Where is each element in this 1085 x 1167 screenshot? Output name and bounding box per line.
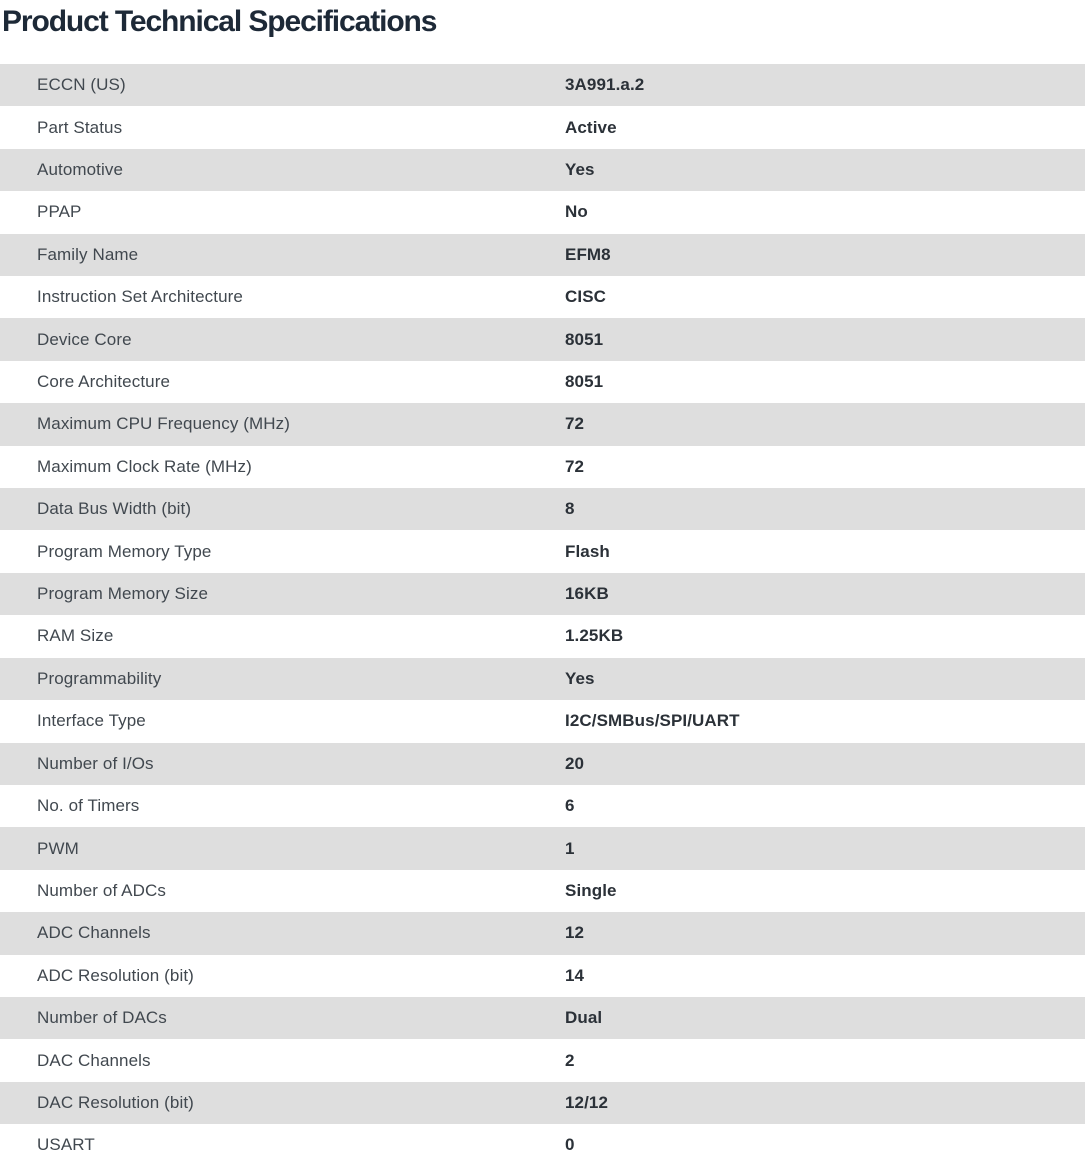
- spec-row: Interface Type I2C/SMBus/SPI/UART: [0, 700, 1085, 743]
- spec-row: RAM Size 1.25KB: [0, 615, 1085, 658]
- spec-value: Flash: [565, 541, 610, 561]
- spec-row: No. of Timers 6: [0, 784, 1085, 828]
- spec-value: 1: [565, 838, 575, 858]
- spec-row: DAC Resolution (bit) 12/12: [0, 1081, 1085, 1125]
- spec-label: Part Status: [37, 117, 123, 137]
- spec-label: PPAP: [37, 202, 82, 222]
- spec-row: DAC Channels 2: [0, 1039, 1085, 1082]
- spec-value: 72: [565, 456, 585, 476]
- spec-value: 1.25KB: [565, 626, 624, 646]
- spec-value: EFM8: [565, 244, 611, 264]
- spec-row: Device Core 8051: [0, 318, 1085, 361]
- spec-value: 8051: [565, 329, 604, 349]
- spec-row: Part Status Active: [0, 106, 1085, 149]
- spec-label: Maximum CPU Frequency (MHz): [37, 414, 291, 434]
- spec-row: Data Bus Width (bit) 8: [0, 488, 1085, 531]
- spec-label: No. of Timers: [37, 796, 140, 816]
- spec-label: Instruction Set Architecture: [37, 287, 243, 307]
- spec-label: Number of DACs: [37, 1008, 167, 1028]
- spec-row: Maximum CPU Frequency (MHz) 72: [0, 403, 1085, 446]
- spec-row: Program Memory Type Flash: [0, 530, 1085, 573]
- spec-value: 12: [565, 923, 585, 943]
- spec-row: Programmability Yes: [0, 657, 1085, 701]
- spec-label: Core Architecture: [37, 372, 171, 392]
- spec-label: RAM Size: [37, 626, 114, 646]
- spec-label: Interface Type: [37, 711, 146, 731]
- spec-label: PWM: [37, 838, 79, 858]
- spec-value: Yes: [565, 160, 595, 180]
- spec-value: Single: [565, 880, 617, 900]
- spec-row: Instruction Set Architecture CISC: [0, 276, 1085, 319]
- spec-label: Programmability: [37, 668, 162, 688]
- spec-row: Automotive Yes: [0, 148, 1085, 192]
- spec-value: 3A991.a.2: [565, 75, 645, 95]
- spec-value: 20: [565, 753, 585, 773]
- spec-value: 2: [565, 1050, 575, 1070]
- spec-label: Device Core: [37, 329, 132, 349]
- spec-value: I2C/SMBus/SPI/UART: [565, 711, 740, 731]
- spec-value: 0: [565, 1135, 575, 1155]
- spec-row: Program Memory Size 16KB: [0, 572, 1085, 616]
- spec-label: Program Memory Type: [37, 541, 212, 561]
- spec-row: Family Name EFM8: [0, 233, 1085, 277]
- product-specifications-table: ECCN (US) 3A991.a.2 Part Status Active A…: [0, 64, 1085, 1167]
- spec-value: No: [565, 202, 588, 222]
- spec-value: Dual: [565, 1008, 603, 1028]
- spec-label: Program Memory Size: [37, 584, 208, 604]
- spec-value: 6: [565, 796, 575, 816]
- spec-label: USART: [37, 1135, 95, 1155]
- spec-label: Number of I/Os: [37, 753, 154, 773]
- spec-row: Number of ADCs Single: [0, 869, 1085, 913]
- spec-label: Number of ADCs: [37, 880, 166, 900]
- spec-value: 16KB: [565, 584, 609, 604]
- spec-value: 72: [565, 414, 585, 434]
- spec-label: Data Bus Width (bit): [37, 499, 192, 519]
- spec-row: Number of I/Os 20: [0, 742, 1085, 785]
- spec-label: ADC Resolution (bit): [37, 965, 194, 985]
- spec-row: ADC Channels 12: [0, 912, 1085, 955]
- spec-label: ECCN (US): [37, 75, 126, 95]
- spec-value: 12/12: [565, 1092, 609, 1112]
- spec-value: 8051: [565, 372, 604, 392]
- spec-label: ADC Channels: [37, 923, 151, 943]
- spec-row: Number of DACs Dual: [0, 996, 1085, 1040]
- spec-label: DAC Resolution (bit): [37, 1092, 194, 1112]
- spec-row: PWM 1: [0, 827, 1085, 870]
- spec-row: USART 0: [0, 1124, 1085, 1167]
- spec-value: 8: [565, 499, 575, 519]
- spec-row: Maximum Clock Rate (MHz) 72: [0, 445, 1085, 489]
- page-title: Product Technical Specifications: [2, 5, 437, 38]
- spec-row: ADC Resolution (bit) 14: [0, 954, 1085, 997]
- spec-row: Core Architecture 8051: [0, 360, 1085, 404]
- spec-value: 14: [565, 965, 585, 985]
- spec-label: DAC Channels: [37, 1050, 151, 1070]
- spec-label: Maximum Clock Rate (MHz): [37, 456, 252, 476]
- spec-label: Automotive: [37, 160, 124, 180]
- spec-label: Family Name: [37, 244, 139, 264]
- spec-row: PPAP No: [0, 191, 1085, 234]
- spec-value: Yes: [565, 668, 595, 688]
- spec-row: ECCN (US) 3A991.a.2: [0, 64, 1085, 107]
- spec-value: Active: [565, 117, 617, 137]
- spec-value: CISC: [565, 287, 607, 307]
